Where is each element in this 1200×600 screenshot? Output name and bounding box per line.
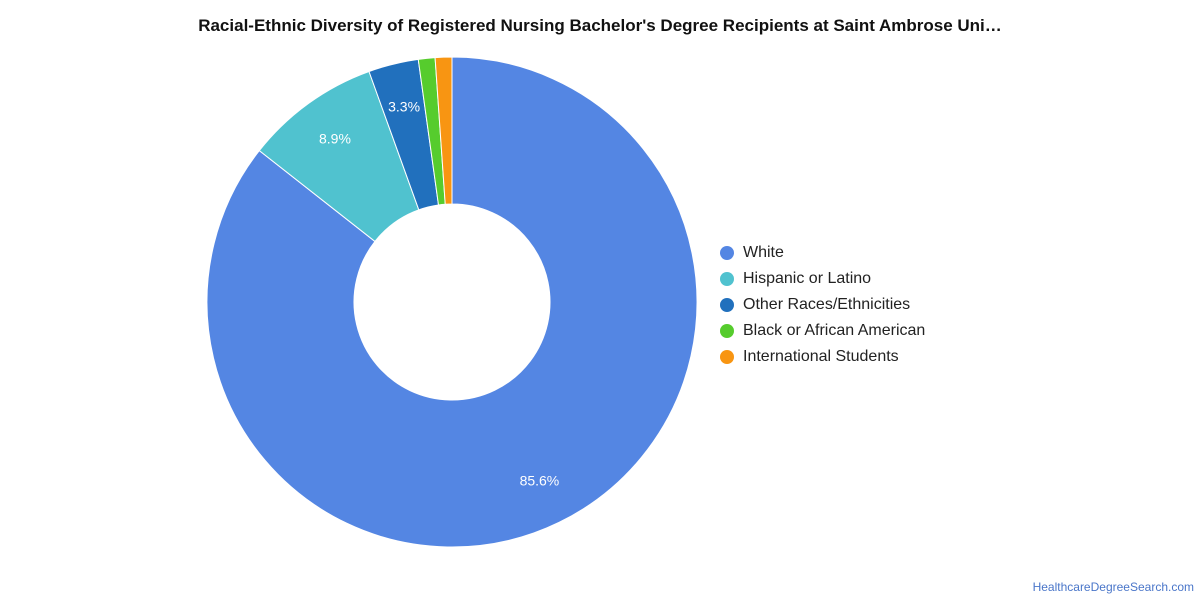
legend-swatch <box>720 324 734 338</box>
slice-labels: 85.6% 8.9% 3.3% <box>319 99 559 489</box>
legend-item-international-students[interactable]: International Students <box>720 344 925 370</box>
legend-swatch <box>720 350 734 364</box>
legend-label: International Students <box>743 348 899 365</box>
legend-label: Other Races/Ethnicities <box>743 296 911 313</box>
legend-item-other-races-ethnicities[interactable]: Other Races/Ethnicities <box>720 292 925 318</box>
legend-label: Hispanic or Latino <box>743 270 872 287</box>
legend-label: Black or African American <box>743 322 926 339</box>
slice-white[interactable] <box>206 56 698 548</box>
legend-swatch <box>720 272 734 286</box>
data-label-hispanic-or-latino: 8.9% <box>319 131 351 147</box>
chart-title: Racial-Ethnic Diversity of Registered Nu… <box>198 16 1002 35</box>
donut-slices <box>206 56 698 548</box>
legend-swatch <box>720 246 734 260</box>
data-label-other-races-ethnicities: 3.3% <box>388 99 420 115</box>
slice-international-students[interactable] <box>434 56 453 205</box>
source-credit[interactable]: HealthcareDegreeSearch.com <box>1032 580 1194 594</box>
chart-legend: White Hispanic or Latino Other Races/Ethni… <box>720 240 925 370</box>
data-label-white: 85.6% <box>520 473 560 489</box>
legend-item-hispanic-or-latino[interactable]: Hispanic or Latino <box>720 266 925 292</box>
legend-swatch <box>720 298 734 312</box>
legend-item-white[interactable]: White <box>720 240 925 266</box>
legend-item-black-or-african-american[interactable]: Black or African American <box>720 318 925 344</box>
legend-label: White <box>743 244 784 261</box>
